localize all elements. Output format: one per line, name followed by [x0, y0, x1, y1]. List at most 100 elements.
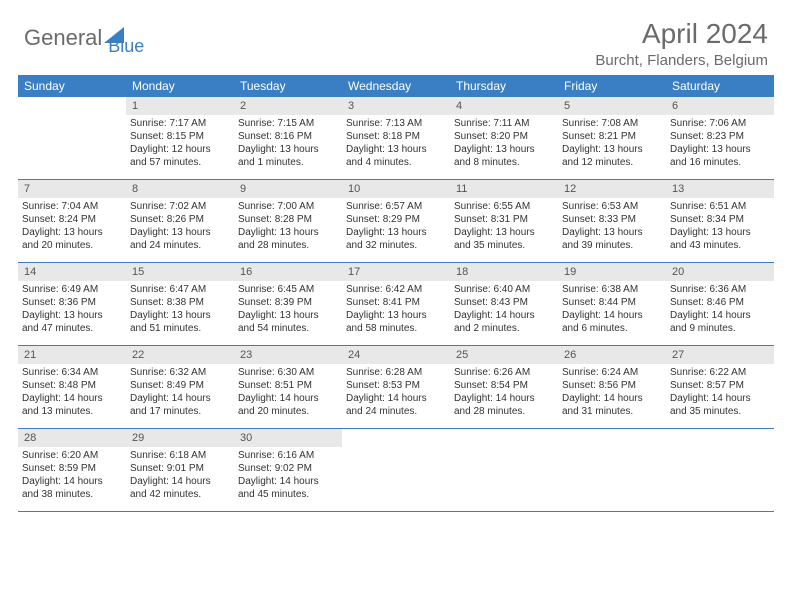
sunrise-text: Sunrise: 7:06 AM: [670, 117, 770, 130]
cell-body: Sunrise: 6:38 AMSunset: 8:44 PMDaylight:…: [558, 283, 666, 339]
daylight-text: Daylight: 14 hours and 42 minutes.: [130, 475, 230, 501]
daylight-text: Daylight: 13 hours and 54 minutes.: [238, 309, 338, 335]
calendar-cell: 2 Sunrise: 7:15 AMSunset: 8:16 PMDaylight…: [234, 97, 342, 179]
daylight-text: Daylight: 13 hours and 4 minutes.: [346, 143, 446, 169]
sunset-text: Sunset: 8:51 PM: [238, 379, 338, 392]
calendar-cell: [450, 429, 558, 511]
sunset-text: Sunset: 8:43 PM: [454, 296, 554, 309]
cell-body: Sunrise: 7:06 AMSunset: 8:23 PMDaylight:…: [666, 117, 774, 173]
sunrise-text: Sunrise: 7:08 AM: [562, 117, 662, 130]
calendar-cell: [666, 429, 774, 511]
daylight-text: Daylight: 13 hours and 58 minutes.: [346, 309, 446, 335]
sunrise-text: Sunrise: 6:42 AM: [346, 283, 446, 296]
week-row: 14Sunrise: 6:49 AMSunset: 8:36 PMDayligh…: [18, 263, 774, 346]
day-number: 7: [18, 180, 126, 198]
day-number: 30: [234, 429, 342, 447]
day-number: 24: [342, 346, 450, 364]
daylight-text: Daylight: 13 hours and 32 minutes.: [346, 226, 446, 252]
day-number: 21: [18, 346, 126, 364]
cell-body: Sunrise: 6:22 AMSunset: 8:57 PMDaylight:…: [666, 366, 774, 422]
cell-body: Sunrise: 6:40 AMSunset: 8:43 PMDaylight:…: [450, 283, 558, 339]
logo-text-blue: Blue: [108, 36, 144, 57]
cell-body: Sunrise: 6:53 AMSunset: 8:33 PMDaylight:…: [558, 200, 666, 256]
sunset-text: Sunset: 8:31 PM: [454, 213, 554, 226]
daylight-text: Daylight: 13 hours and 8 minutes.: [454, 143, 554, 169]
day-number: 12: [558, 180, 666, 198]
sunrise-text: Sunrise: 7:02 AM: [130, 200, 230, 213]
calendar-cell: 27Sunrise: 6:22 AMSunset: 8:57 PMDayligh…: [666, 346, 774, 428]
day-number: 28: [18, 429, 126, 447]
day-number: 8: [126, 180, 234, 198]
sunrise-text: Sunrise: 6:30 AM: [238, 366, 338, 379]
sunrise-text: Sunrise: 7:04 AM: [22, 200, 122, 213]
cell-body: Sunrise: 7:11 AMSunset: 8:20 PMDaylight:…: [450, 117, 558, 173]
sunset-text: Sunset: 8:46 PM: [670, 296, 770, 309]
daylight-text: Daylight: 14 hours and 38 minutes.: [22, 475, 122, 501]
sunset-text: Sunset: 8:18 PM: [346, 130, 446, 143]
daylight-text: Daylight: 14 hours and 6 minutes.: [562, 309, 662, 335]
cell-body: Sunrise: 6:51 AMSunset: 8:34 PMDaylight:…: [666, 200, 774, 256]
daylight-text: Daylight: 13 hours and 39 minutes.: [562, 226, 662, 252]
cell-body: Sunrise: 6:42 AMSunset: 8:41 PMDaylight:…: [342, 283, 450, 339]
cell-body: Sunrise: 7:15 AMSunset: 8:16 PMDaylight:…: [234, 117, 342, 173]
location: Burcht, Flanders, Belgium: [595, 52, 768, 69]
sunrise-text: Sunrise: 7:00 AM: [238, 200, 338, 213]
month-title: April 2024: [595, 18, 768, 50]
day-number: 6: [666, 97, 774, 115]
sunset-text: Sunset: 8:36 PM: [22, 296, 122, 309]
day-header: Wednesday: [342, 75, 450, 97]
calendar-cell: 11Sunrise: 6:55 AMSunset: 8:31 PMDayligh…: [450, 180, 558, 262]
sunrise-text: Sunrise: 6:32 AM: [130, 366, 230, 379]
sunset-text: Sunset: 8:20 PM: [454, 130, 554, 143]
calendar-cell: 9Sunrise: 7:00 AMSunset: 8:28 PMDaylight…: [234, 180, 342, 262]
day-number: 2: [234, 97, 342, 115]
daylight-text: Daylight: 14 hours and 28 minutes.: [454, 392, 554, 418]
cell-body: [558, 449, 666, 453]
week-row: 21Sunrise: 6:34 AMSunset: 8:48 PMDayligh…: [18, 346, 774, 429]
calendar-cell: 16Sunrise: 6:45 AMSunset: 8:39 PMDayligh…: [234, 263, 342, 345]
sunrise-text: Sunrise: 6:55 AM: [454, 200, 554, 213]
day-header: Saturday: [666, 75, 774, 97]
logo-text-general: General: [24, 25, 102, 51]
day-number: 19: [558, 263, 666, 281]
sunset-text: Sunset: 8:54 PM: [454, 379, 554, 392]
header: General Blue April 2024 Burcht, Flanders…: [0, 0, 792, 75]
calendar-cell: 24Sunrise: 6:28 AMSunset: 8:53 PMDayligh…: [342, 346, 450, 428]
daylight-text: Daylight: 14 hours and 45 minutes.: [238, 475, 338, 501]
cell-body: Sunrise: 7:04 AMSunset: 8:24 PMDaylight:…: [18, 200, 126, 256]
day-number: 29: [126, 429, 234, 447]
cell-body: Sunrise: 6:47 AMSunset: 8:38 PMDaylight:…: [126, 283, 234, 339]
day-number: 20: [666, 263, 774, 281]
day-header: Tuesday: [234, 75, 342, 97]
sunset-text: Sunset: 8:53 PM: [346, 379, 446, 392]
daylight-text: Daylight: 14 hours and 9 minutes.: [670, 309, 770, 335]
calendar-cell: [18, 97, 126, 179]
calendar-cell: 1Sunrise: 7:17 AMSunset: 8:15 PMDaylight…: [126, 97, 234, 179]
calendar-cell: 22Sunrise: 6:32 AMSunset: 8:49 PMDayligh…: [126, 346, 234, 428]
sunrise-text: Sunrise: 6:36 AM: [670, 283, 770, 296]
sunset-text: Sunset: 8:59 PM: [22, 462, 122, 475]
day-number: 17: [342, 263, 450, 281]
day-header: Sunday: [18, 75, 126, 97]
sunrise-text: Sunrise: 6:18 AM: [130, 449, 230, 462]
day-header-row: Sunday Monday Tuesday Wednesday Thursday…: [18, 75, 774, 97]
daylight-text: Daylight: 14 hours and 20 minutes.: [238, 392, 338, 418]
cell-body: Sunrise: 6:16 AMSunset: 9:02 PMDaylight:…: [234, 449, 342, 505]
daylight-text: Daylight: 13 hours and 20 minutes.: [22, 226, 122, 252]
sunset-text: Sunset: 8:44 PM: [562, 296, 662, 309]
sunset-text: Sunset: 8:15 PM: [130, 130, 230, 143]
cell-body: [666, 449, 774, 453]
cell-body: [450, 449, 558, 453]
sunrise-text: Sunrise: 7:15 AM: [238, 117, 338, 130]
sunrise-text: Sunrise: 6:40 AM: [454, 283, 554, 296]
day-number: 1: [126, 97, 234, 115]
sunset-text: Sunset: 9:01 PM: [130, 462, 230, 475]
cell-body: Sunrise: 6:20 AMSunset: 8:59 PMDaylight:…: [18, 449, 126, 505]
sunset-text: Sunset: 8:29 PM: [346, 213, 446, 226]
day-number: 4: [450, 97, 558, 115]
calendar-cell: 18Sunrise: 6:40 AMSunset: 8:43 PMDayligh…: [450, 263, 558, 345]
sunrise-text: Sunrise: 6:38 AM: [562, 283, 662, 296]
sunrise-text: Sunrise: 6:49 AM: [22, 283, 122, 296]
cell-body: Sunrise: 6:26 AMSunset: 8:54 PMDaylight:…: [450, 366, 558, 422]
daylight-text: Daylight: 14 hours and 17 minutes.: [130, 392, 230, 418]
